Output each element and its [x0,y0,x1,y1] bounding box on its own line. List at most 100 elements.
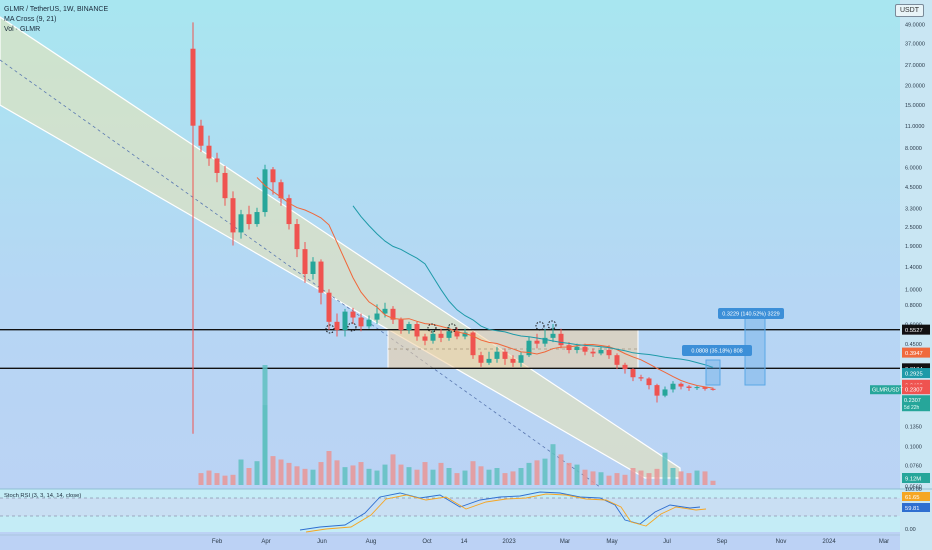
swing-point-marker [547,320,557,330]
candle-body [254,212,260,225]
volume-bar [630,468,636,485]
stoch-band [0,498,900,516]
volume-bar [662,452,668,485]
candle-body [614,355,620,365]
candle-body [510,358,516,363]
volume-bar [422,462,428,485]
x-tick-label: 2024 [822,539,836,545]
volume-bar [246,468,252,485]
stoch-level-label: 100.00 [905,487,922,493]
volume-bar [518,468,524,485]
candle-body [566,345,572,351]
y-tick-label: 0.1000 [905,445,922,451]
candle-body [238,214,244,233]
candle-body [414,324,420,337]
stoch-d-value: 59.81 [905,506,920,512]
volume-bar [366,468,372,485]
ma-slow-line [352,205,714,368]
y-tick-label: 0.1350 [905,424,922,430]
x-tick-label: Jul [663,539,671,545]
x-tick-label: 14 [461,539,468,545]
volume-bar [558,454,564,485]
chart-title: GLMR / TetherUS, 1W, BINANCE [4,6,109,13]
x-tick-label: Apr [261,539,270,545]
volume-bar [574,464,580,485]
candle-body [214,158,220,173]
measure-label-text: 0.0808 (35.18%) 808 [691,349,742,355]
candle-body [438,333,444,338]
candle-body [654,385,660,396]
measure-box [705,359,721,386]
y-tick-label: 27.0000 [905,63,925,69]
candle-body [398,319,404,330]
candle-body [494,351,500,359]
stoch-k-value: 61.65 [905,495,920,501]
x-tick-label: May [606,539,617,545]
candle-body [390,308,396,320]
channel-midline [0,59,601,488]
candle-body [638,377,644,379]
y-tick-label: 6.0000 [905,166,922,172]
volume-bar [222,475,228,485]
y-tick-label: 0.8000 [905,303,922,309]
volume-bar [230,474,236,485]
x-tick-label: 2023 [502,539,516,545]
candle-body [686,386,692,388]
volume-bar [238,459,244,485]
candle-body [526,340,532,356]
stoch-level-label: 0.00 [905,527,916,533]
volume-tag: 9.12M [902,473,930,483]
candle-body [502,351,508,359]
price-tag-text: 0.3947 [905,351,923,357]
candle-body [326,292,332,322]
volume-bar [446,468,452,485]
candle-body [318,261,324,293]
candle-body [430,333,436,341]
candle-body [310,261,316,274]
volume-bar [478,466,484,485]
y-tick-label: 8.0000 [905,146,922,152]
candle-body [646,378,652,386]
candle-body [190,48,196,126]
volume-bar [614,473,620,485]
volume-bar [382,464,388,485]
symbol-tag-label: GLMRUSDT [872,388,904,394]
volume-bar [486,469,492,485]
volume-bar [582,469,588,485]
candle-body [374,313,380,320]
measure-label-text: 0.3229 (140.52%) 3229 [722,312,780,318]
candle-body [246,214,252,225]
volume-bar [526,462,532,485]
stoch-d-line [305,493,707,533]
volume-bar [606,475,612,485]
measure-label: 0.3229 (140.52%) 3229 [718,308,784,319]
candle-body [302,249,308,274]
candle-body [422,336,428,341]
candle-body [358,317,364,327]
volume-bar [278,459,284,485]
x-tick-label: Sep [717,539,728,545]
volume-bar [198,473,204,485]
candle-body [366,319,372,327]
candle-body [518,355,524,363]
price-tag-text: 0.2925 [905,372,923,378]
y-tick-label: 0.0760 [905,463,922,469]
candle-body [550,333,556,338]
candle-body [222,172,228,199]
candle-body [342,311,348,330]
price-tag-text: 0.2307 [905,388,923,394]
y-tick-label: 3.3000 [905,206,922,212]
volume-label[interactable]: Vol · GLMR [4,26,41,33]
candle-body [534,340,540,344]
stoch-pane [0,489,900,532]
currency-button[interactable]: USDT [894,4,924,17]
ma-cross-label[interactable]: MA Cross (9, 21) [4,16,57,23]
candle-body [630,369,636,378]
candle-body [278,182,284,199]
x-tick-label: Mar [879,539,889,545]
candle-body [622,364,628,370]
y-tick-label: 4.5000 [905,185,922,191]
swing-point-marker [427,323,437,333]
